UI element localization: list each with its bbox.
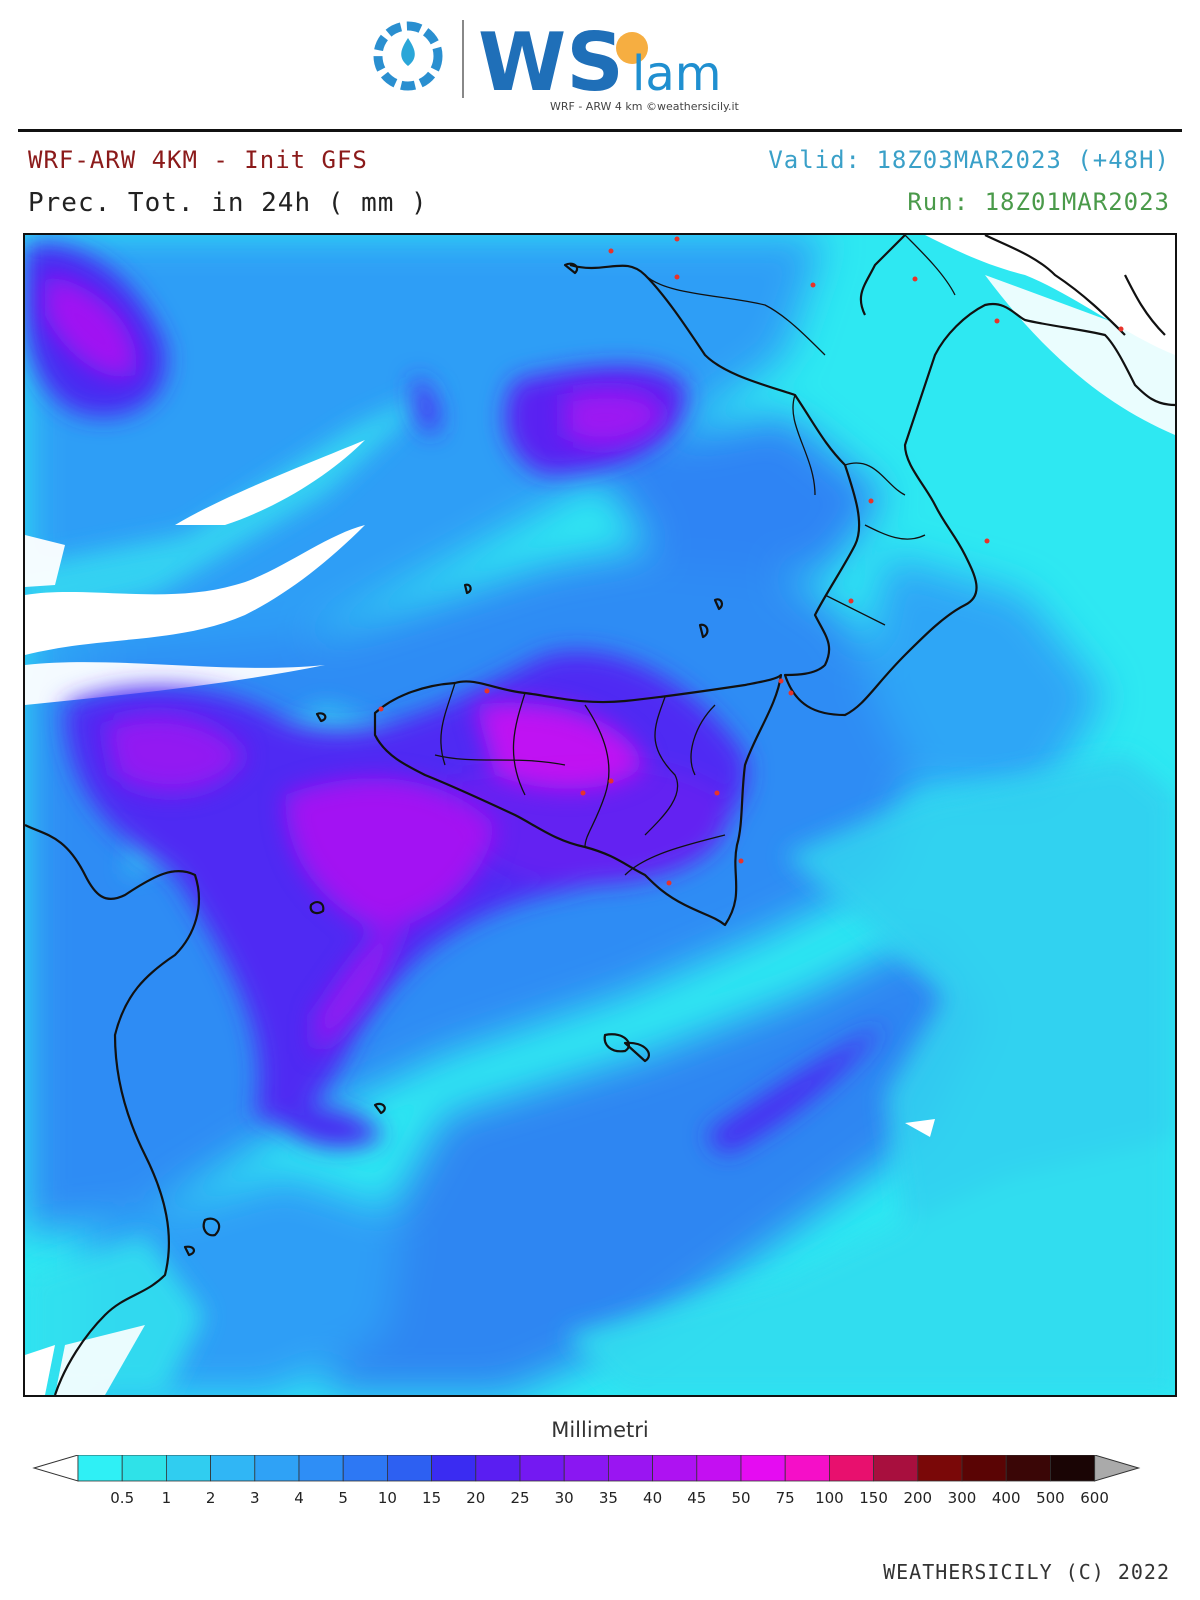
- run-time: Run: 18Z01MAR2023: [907, 188, 1170, 216]
- precipitation-map[interactable]: [23, 233, 1177, 1397]
- legend-title: Millimetri: [551, 1418, 649, 1442]
- colorbar-tick-label: 600: [1080, 1489, 1109, 1507]
- colorbar-cell: [784, 1455, 830, 1482]
- colorbar: 0.5 1 2 3 4 5 10 15 20 25 30 35 40 45 50 75 100 150 200 300…: [32, 1455, 1141, 1507]
- colorbar-tick-label: 500: [1036, 1489, 1065, 1507]
- colorbar-cell: [121, 1455, 167, 1482]
- colorbar-tick-label: 15: [422, 1489, 441, 1507]
- colorbar-cell: [873, 1455, 919, 1482]
- colorbar-tick-label: 150: [859, 1489, 888, 1507]
- field-title: Prec. Tot. in 24h ( mm ): [28, 188, 428, 218]
- colorbar-tick-label: 300: [948, 1489, 977, 1507]
- colorbar-cell: [342, 1455, 388, 1482]
- logo-tagline: WRF - ARW 4 km ©weathersicily.it: [550, 100, 740, 113]
- colorbar-cell: [475, 1455, 521, 1482]
- colorbar-cell: [298, 1455, 344, 1482]
- colorbar-cell: [519, 1455, 565, 1482]
- colorbar-cell: [1050, 1455, 1096, 1482]
- colorbar-cell: [431, 1455, 477, 1482]
- colorbar-tick-label: 5: [338, 1489, 348, 1507]
- colorbar-cell: [740, 1455, 786, 1482]
- colorbar-tick-label: 3: [250, 1489, 260, 1507]
- gear-water-drop-icon: [373, 21, 443, 91]
- valid-time: Valid: 18Z03MAR2023 (+48H): [768, 146, 1170, 174]
- colorbar-tick-label: 1: [162, 1489, 172, 1507]
- colorbar-tick-label: 200: [903, 1489, 932, 1507]
- colorbar-tick-label: 0.5: [110, 1489, 134, 1507]
- colorbar-cell: [829, 1455, 875, 1482]
- logo-suffix: lam: [632, 46, 722, 102]
- logo-ws: WS: [478, 16, 624, 109]
- colorbar-tick-label: 25: [510, 1489, 529, 1507]
- colorbar-tick-label: 30: [555, 1489, 574, 1507]
- colorbar-cell: [696, 1455, 742, 1482]
- colorbar-cell: [77, 1455, 123, 1482]
- colorbar-cell: [165, 1455, 211, 1482]
- precip-magenta-cores: [45, 275, 665, 1055]
- colorbar-cell: [210, 1455, 256, 1482]
- colorbar-tick-label: 45: [687, 1489, 706, 1507]
- colorbar-cell: [917, 1455, 963, 1482]
- colorbar-tick-label: 400: [992, 1489, 1021, 1507]
- colorbar-tick-label: 75: [776, 1489, 795, 1507]
- header-rule: [18, 129, 1182, 132]
- colorbar-cell: [563, 1455, 609, 1482]
- colorbar-tick-label: 40: [643, 1489, 662, 1507]
- colorbar-cell: [608, 1455, 654, 1482]
- colorbar-labels: 0.5 1 2 3 4 5 10 15 20 25 30 35 40 45 50 75 100 150 200 300…: [110, 1489, 1109, 1507]
- colorbar-under-triangle: [32, 1455, 79, 1482]
- map-canvas: [25, 235, 1175, 1395]
- colorbar-tick-label: 50: [731, 1489, 750, 1507]
- colorbar-tick-label: 2: [206, 1489, 216, 1507]
- colorbar-cell: [386, 1455, 432, 1482]
- colorbar-cell: [254, 1455, 300, 1482]
- colorbar-cells: [32, 1455, 1141, 1482]
- colorbar-over-triangle: [1094, 1455, 1141, 1482]
- colorbar-cell: [961, 1455, 1007, 1482]
- colorbar-cell: [652, 1455, 698, 1482]
- colorbar-tick-label: 20: [466, 1489, 485, 1507]
- model-title: WRF-ARW 4KM - Init GFS: [28, 146, 368, 174]
- city-dots: [378, 236, 1124, 886]
- colorbar-cell: [1005, 1455, 1051, 1482]
- colorbar-tick-label: 35: [599, 1489, 618, 1507]
- colorbar-tick-label: 10: [378, 1489, 397, 1507]
- colorbar-tick-label: 100: [815, 1489, 844, 1507]
- footer-credit: WEATHERSICILY (C) 2022: [883, 1560, 1170, 1584]
- header-logo: WS lam WRF - ARW 4 km ©weathersicily.it: [373, 16, 740, 113]
- province-borders: [434, 235, 956, 876]
- colorbar-tick-label: 4: [294, 1489, 304, 1507]
